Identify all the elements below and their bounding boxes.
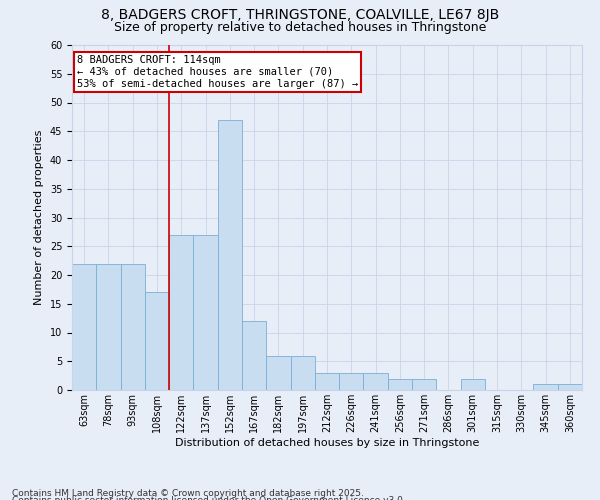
Bar bbox=[242, 321, 266, 390]
Bar bbox=[558, 384, 582, 390]
Text: 8, BADGERS CROFT, THRINGSTONE, COALVILLE, LE67 8JB: 8, BADGERS CROFT, THRINGSTONE, COALVILLE… bbox=[101, 8, 499, 22]
Bar bbox=[364, 373, 388, 390]
Bar bbox=[145, 292, 169, 390]
Bar bbox=[315, 373, 339, 390]
Bar bbox=[266, 356, 290, 390]
Bar bbox=[290, 356, 315, 390]
Bar bbox=[412, 378, 436, 390]
Text: Contains HM Land Registry data © Crown copyright and database right 2025.: Contains HM Land Registry data © Crown c… bbox=[12, 489, 364, 498]
Bar bbox=[72, 264, 96, 390]
Bar bbox=[121, 264, 145, 390]
Y-axis label: Number of detached properties: Number of detached properties bbox=[34, 130, 44, 305]
Bar bbox=[339, 373, 364, 390]
Text: 8 BADGERS CROFT: 114sqm
← 43% of detached houses are smaller (70)
53% of semi-de: 8 BADGERS CROFT: 114sqm ← 43% of detache… bbox=[77, 56, 358, 88]
Bar bbox=[533, 384, 558, 390]
Bar bbox=[96, 264, 121, 390]
Bar bbox=[169, 235, 193, 390]
Text: Size of property relative to detached houses in Thringstone: Size of property relative to detached ho… bbox=[114, 21, 486, 34]
Bar bbox=[193, 235, 218, 390]
Bar bbox=[218, 120, 242, 390]
Text: Contains public sector information licensed under the Open Government Licence v3: Contains public sector information licen… bbox=[12, 496, 406, 500]
Bar bbox=[461, 378, 485, 390]
Bar bbox=[388, 378, 412, 390]
X-axis label: Distribution of detached houses by size in Thringstone: Distribution of detached houses by size … bbox=[175, 438, 479, 448]
